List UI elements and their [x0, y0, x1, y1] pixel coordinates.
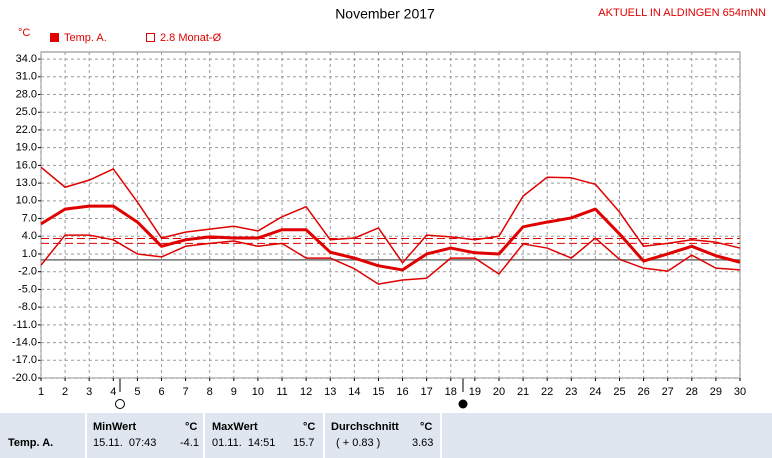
line-mean [40, 204, 741, 272]
chart-title: November 2017 [335, 6, 435, 22]
y-tick-label: 16.0 [16, 159, 37, 171]
x-tick-label: 28 [686, 386, 698, 398]
subtitle: AKTUELL IN ALDINGEN 654mNN [598, 7, 766, 19]
x-tick-label: 26 [637, 386, 649, 398]
x-tick-label: 29 [710, 386, 722, 398]
x-tick-label: 15 [372, 386, 384, 398]
x-tick-label: 30 [734, 386, 746, 398]
moon-icon [115, 399, 125, 409]
y-tick-label: 34.0 [16, 53, 37, 65]
x-tick-label: 25 [613, 386, 625, 398]
x-tick-label: 18 [445, 386, 457, 398]
x-tick-label: 3 [86, 386, 92, 398]
x-tick-label: 11 [276, 386, 287, 398]
y-tick-label: -8.0 [18, 301, 37, 313]
y-tick-label: 4.0 [22, 230, 37, 242]
x-tick-label: 8 [207, 386, 213, 398]
y-tick-label: 19.0 [16, 142, 37, 154]
y-tick-label: -2.0 [18, 266, 37, 278]
y-tick-label: 31.0 [16, 71, 37, 83]
legend-label: Temp. A. [64, 32, 107, 44]
moon-icon [458, 399, 468, 409]
x-tick-label: 9 [231, 386, 237, 398]
table-header: MaxWert [212, 421, 258, 433]
y-tick-label: -17.0 [12, 354, 37, 366]
y-tick-label: -20.0 [12, 372, 37, 384]
legend-label: 2.8 Monat-Ø [160, 32, 222, 44]
y-tick-label: 22.0 [16, 124, 37, 136]
x-tick-label: 16 [396, 386, 408, 398]
table-cell: ( + 0.83 ) [336, 437, 381, 449]
table-header: °C [185, 421, 198, 433]
row-label: Temp. A. [8, 437, 54, 449]
x-tick-label: 4 [110, 386, 116, 398]
x-tick-label: 17 [421, 386, 433, 398]
table-cell-bg [0, 413, 85, 458]
x-tick-label: 24 [589, 386, 601, 398]
y-tick-label: 28.0 [16, 88, 37, 100]
x-tick-label: 21 [517, 386, 529, 398]
table-cell: 15.11. 07:43 [93, 437, 157, 449]
y-tick-label: 7.0 [22, 212, 37, 224]
table-cell-bg [325, 413, 440, 458]
y-tick-label: -5.0 [18, 283, 37, 295]
x-tick-label: 6 [158, 386, 164, 398]
chart: November 2017 AKTUELL IN ALDINGEN 654mNN… [12, 6, 766, 409]
table-header: Durchschnitt [331, 421, 399, 433]
y-tick-label: 13.0 [16, 177, 37, 189]
table-cell: 01.11. 14:51 [212, 437, 276, 449]
y-tick-label: -11.0 [13, 319, 37, 331]
x-tick-label: 19 [469, 386, 481, 398]
table-cell: 3.63 [412, 437, 434, 449]
x-tick-label: 20 [493, 386, 505, 398]
x-tick-label: 22 [541, 386, 553, 398]
table-header: MinWert [93, 421, 137, 433]
table-header: °C [303, 421, 316, 433]
x-tick-label: 10 [252, 386, 264, 398]
x-tick-label: 1 [38, 386, 44, 398]
y-tick-label: 10.0 [16, 195, 37, 207]
table-cell-bg [205, 413, 323, 458]
y-axis-label: °C [18, 27, 30, 39]
line-min [40, 234, 741, 285]
y-tick-label: 1.0 [22, 248, 37, 260]
table-cell-bg [87, 413, 203, 458]
x-tick-label: 5 [134, 386, 140, 398]
x-tick-label: 12 [300, 386, 312, 398]
x-tick-label: 2 [62, 386, 68, 398]
line-max [40, 166, 741, 264]
x-tick-label: 7 [183, 386, 189, 398]
table-cell: 15.7 [293, 437, 315, 449]
legend-swatch [50, 33, 59, 42]
legend-swatch [146, 33, 155, 42]
x-tick-label: 14 [348, 386, 360, 398]
table-header: °C [420, 421, 433, 433]
x-tick-label: 23 [565, 386, 577, 398]
x-tick-label: 13 [324, 386, 336, 398]
table-cell-bg [442, 413, 772, 458]
y-tick-label: 25.0 [16, 106, 37, 118]
x-tick-label: 27 [662, 386, 674, 398]
y-tick-label: -14.0 [12, 336, 37, 348]
table-cell: -4.1 [180, 437, 199, 449]
